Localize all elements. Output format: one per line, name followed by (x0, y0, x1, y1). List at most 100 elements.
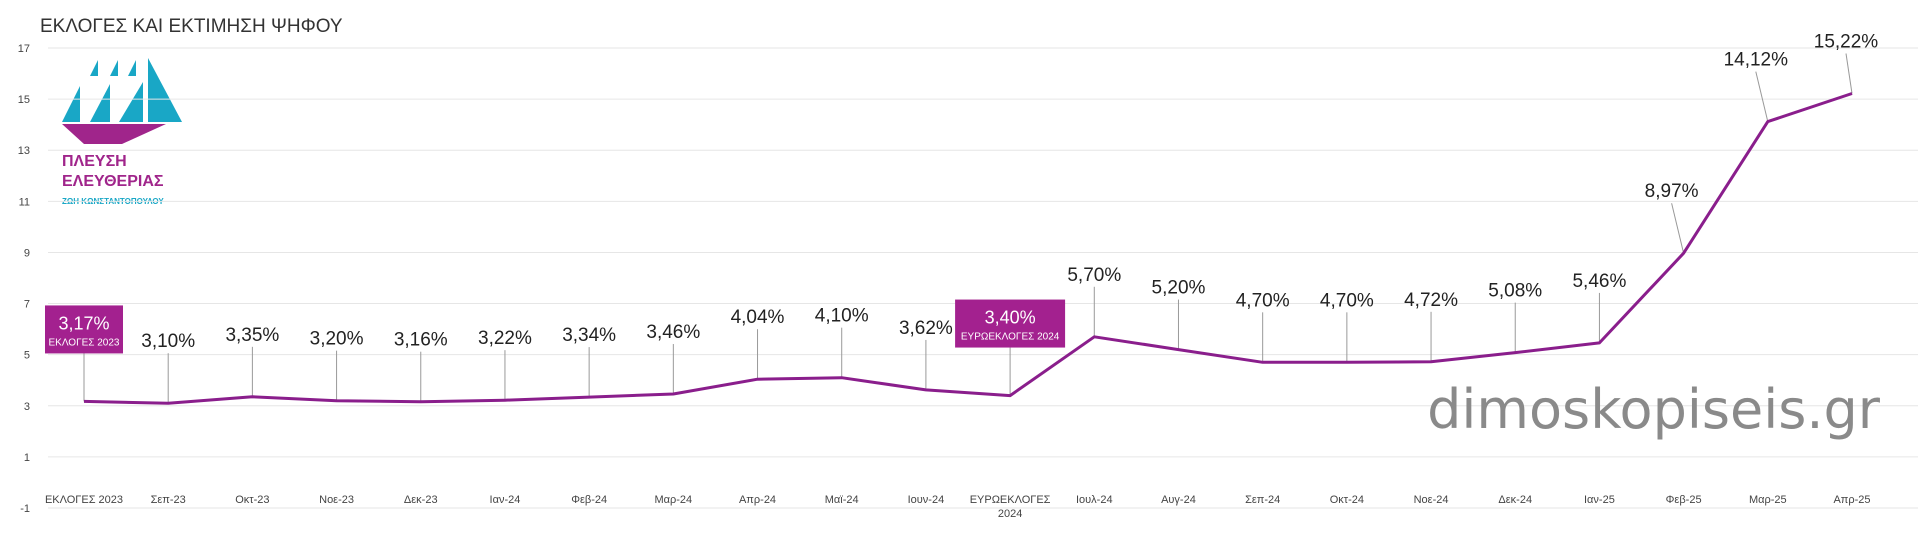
data-labels: 3,10% 3,35% 3,20% 3,16% 3,22% 3,34% 3,46% 4,04%… (141, 31, 1878, 352)
x-tick-line: Μαρ-25 (1749, 494, 1787, 506)
logo-flag-2 (110, 60, 118, 76)
callout-value: 3,17% (58, 313, 109, 333)
callout-caption: ΕΥΡΩΕΚΛΟΓΕΣ 2024 (961, 332, 1060, 343)
y-tick-label: 7 (24, 299, 30, 311)
data-label-leader (1671, 203, 1685, 254)
callout-boxes: 3,17% ΕΚΛΟΓΕΣ 2023 3,40% ΕΥΡΩΕΚΛΟΓΕΣ 2024 (45, 299, 1066, 354)
data-label: 5,46% (1572, 271, 1626, 292)
callout-box (955, 299, 1066, 348)
x-tick-line: ΕΥΡΩΕΚΛΟΓΕΣ (970, 494, 1051, 506)
x-tick-label: Δεκ-24 (1498, 494, 1532, 506)
x-tick-line: ΕΚΛΟΓΕΣ 2023 (45, 494, 123, 506)
data-label-leader (1755, 71, 1769, 122)
callout-caption: ΕΚΛΟΓΕΣ 2023 (49, 337, 120, 348)
x-tick-label: Μαρ-25 (1749, 494, 1787, 506)
x-tick-label: Σεπ-23 (151, 494, 186, 506)
data-label: 4,72% (1404, 290, 1458, 311)
x-tick-label: ΕΥΡΩΕΚΛΟΓΕΣ 2024 (970, 494, 1051, 520)
data-label: 8,97% (1645, 181, 1699, 202)
x-tick-line: Σεπ-24 (1245, 494, 1280, 506)
data-label-leader (1845, 53, 1853, 94)
logo-hull (62, 124, 166, 144)
x-tick-label: Μαϊ-24 (825, 494, 859, 506)
y-tick-label: 9 (24, 247, 30, 259)
x-tick-label: Φεβ-24 (571, 494, 607, 506)
x-tick-line: Φεβ-24 (571, 494, 607, 506)
data-label: 3,35% (225, 325, 279, 346)
logo-flag-1 (90, 60, 98, 76)
callout-value: 3,40% (985, 308, 1036, 328)
y-tick-label: 17 (18, 43, 30, 55)
data-label: 3,16% (394, 330, 448, 351)
data-label: 3,46% (646, 322, 700, 343)
x-tick-label: Νοε-24 (1414, 494, 1449, 506)
x-axis-ticks: ΕΚΛΟΓΕΣ 2023 Σεπ-23 Οκτ-23 Νοε-23 Δεκ-23 Ιαν-… (45, 494, 1871, 520)
data-label: 4,70% (1320, 290, 1374, 311)
data-label: 5,20% (1152, 278, 1206, 299)
x-tick-label: Ιουν-24 (908, 494, 945, 506)
x-tick-line: Νοε-23 (319, 494, 354, 506)
y-tick-label: 1 (24, 452, 30, 464)
chart-grid (48, 47, 1918, 509)
x-tick-line: Νοε-24 (1414, 494, 1449, 506)
logo-sail-1 (62, 86, 80, 122)
data-label: 3,10% (141, 331, 195, 352)
data-label: 3,34% (562, 325, 616, 346)
data-label: 4,70% (1236, 290, 1290, 311)
x-tick-label: Ιουλ-24 (1076, 494, 1113, 506)
x-tick-label: Απρ-24 (739, 494, 776, 506)
x-tick-line: Φεβ-25 (1666, 494, 1702, 506)
x-tick-line: Ιαν-24 (490, 494, 521, 506)
x-tick-label: Αυγ-24 (1161, 494, 1196, 506)
x-tick-label: Δεκ-23 (404, 494, 438, 506)
x-tick-label: Ιαν-24 (490, 494, 521, 506)
x-tick-line: Δεκ-23 (404, 494, 438, 506)
x-tick-line: Ιουλ-24 (1076, 494, 1113, 506)
callout-box (45, 305, 123, 354)
x-tick-label: ΕΚΛΟΓΕΣ 2023 (45, 494, 123, 506)
label-leader-lines (83, 53, 1853, 404)
logo-line-1: ΠΛΕΥΣΗ (62, 153, 127, 170)
logo-sail-4 (148, 58, 182, 122)
x-tick-label: Απρ-25 (1833, 494, 1870, 506)
x-tick-label: Οκτ-24 (1330, 494, 1364, 506)
data-label: 5,08% (1488, 281, 1542, 302)
x-tick-label: Μαρ-24 (654, 494, 692, 506)
x-tick-line: Ιαν-25 (1584, 494, 1615, 506)
data-label: 15,22% (1814, 31, 1879, 52)
watermark-text: dimoskopiseis.gr (1427, 378, 1881, 441)
y-tick-label: -1 (20, 503, 30, 515)
data-label: 14,12% (1724, 50, 1789, 71)
logo-flag-3 (128, 60, 136, 76)
data-label: 3,62% (899, 318, 953, 339)
logo-line-2: ΕΛΕΥΘΕΡΙΑΣ (62, 173, 164, 190)
x-tick-line: Μαϊ-24 (825, 494, 859, 506)
x-tick-line: Μαρ-24 (654, 494, 692, 506)
y-tick-label: 5 (24, 350, 30, 362)
y-tick-label: 13 (18, 145, 30, 157)
party-logo: ΠΛΕΥΣΗ ΕΛΕΥΘΕΡΙΑΣ ΖΩΗ ΚΩΝΣΤΑΝΤΟΠΟΥΛΟΥ (62, 58, 182, 206)
x-tick-line: Απρ-24 (739, 494, 776, 506)
x-tick-label: Ιαν-25 (1584, 494, 1615, 506)
data-label: 4,10% (815, 306, 869, 327)
x-tick-line: Απρ-25 (1833, 494, 1870, 506)
x-tick-label: Φεβ-25 (1666, 494, 1702, 506)
data-label: 3,20% (310, 329, 364, 350)
y-tick-label: 15 (18, 94, 30, 106)
chart-title: ΕΚΛΟΓΕΣ ΚΑΙ ΕΚΤΙΜΗΣΗ ΨΗΦΟΥ (40, 16, 343, 37)
data-label: 3,22% (478, 328, 532, 349)
y-tick-label: 11 (19, 196, 30, 208)
x-tick-label: Οκτ-23 (235, 494, 269, 506)
data-label: 4,04% (731, 307, 785, 328)
x-tick-line: 2024 (998, 508, 1022, 520)
y-tick-label: 3 (24, 401, 30, 413)
series-line (83, 92, 1853, 405)
data-label: 5,70% (1067, 265, 1121, 286)
x-tick-line: Αυγ-24 (1161, 494, 1196, 506)
x-tick-label: Νοε-23 (319, 494, 354, 506)
x-tick-line: Δεκ-24 (1498, 494, 1532, 506)
logo-sail-2 (90, 84, 110, 122)
